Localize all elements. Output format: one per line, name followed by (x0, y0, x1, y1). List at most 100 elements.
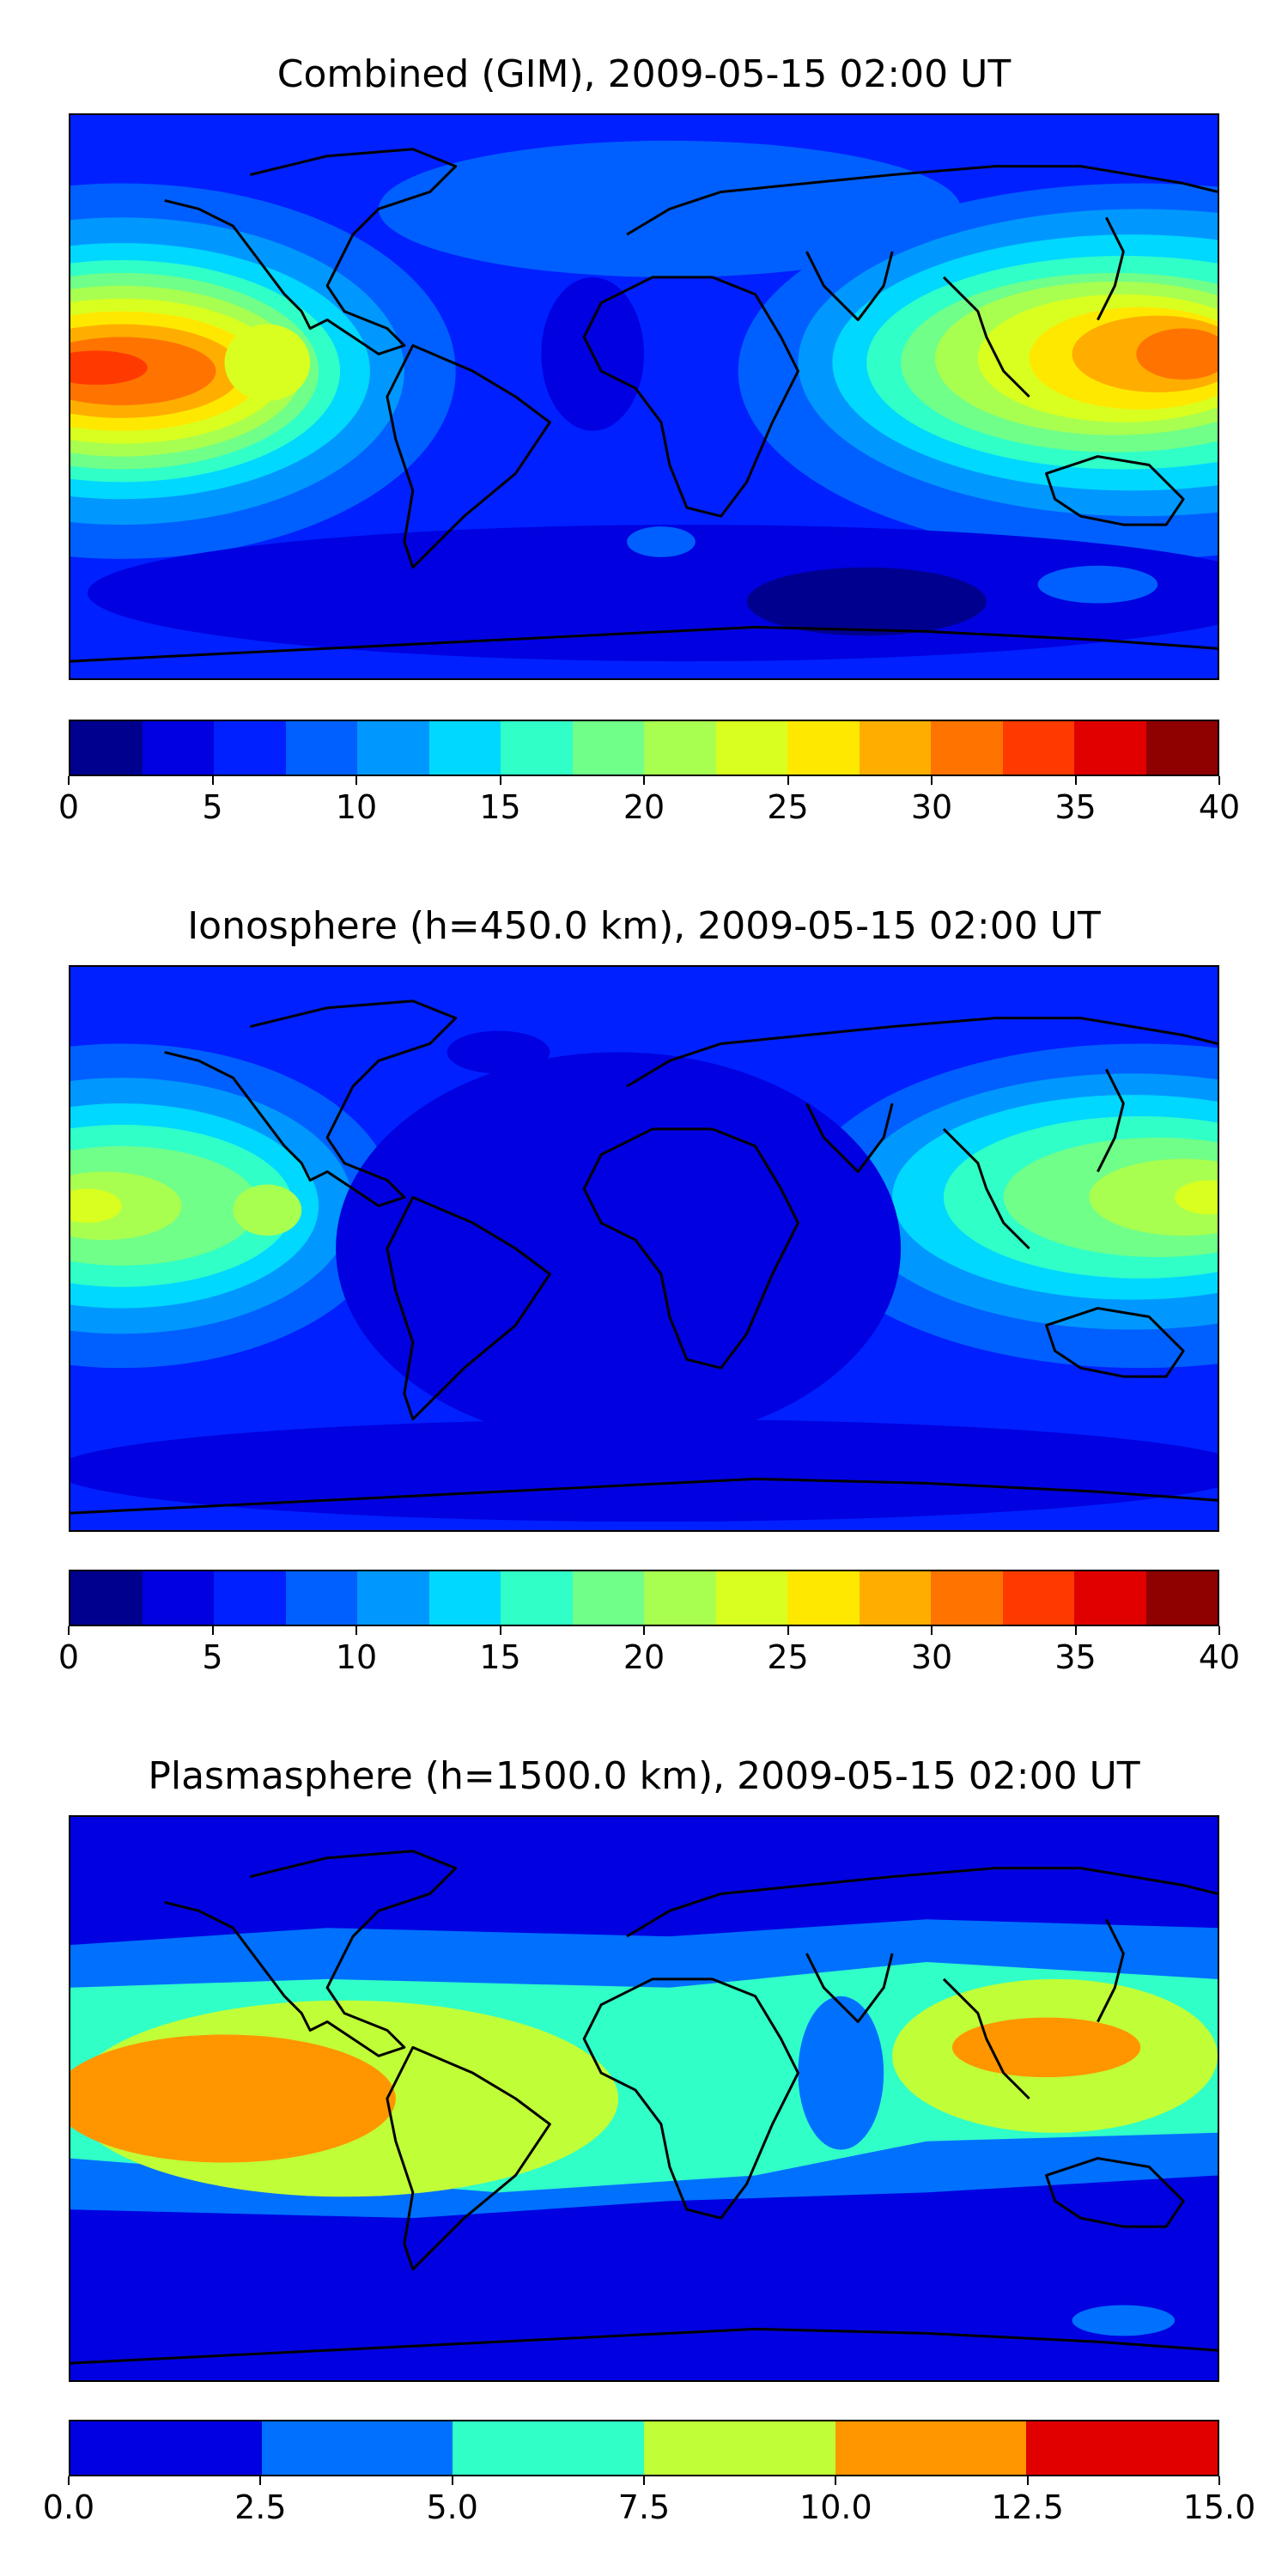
colorbar-tick-mark (1218, 776, 1220, 785)
panel-title-combined: Combined (GIM), 2009-05-15 02:00 UT (276, 52, 1012, 96)
colorbar-tick-label: 20 (623, 1638, 665, 1676)
colorbar-tick-mark (643, 776, 645, 785)
colorbar-tick-label: 7.5 (617, 2488, 671, 2526)
colorbar-segment (644, 1571, 716, 1625)
colorbar-segment (261, 2421, 453, 2475)
map-combined (69, 113, 1219, 680)
colorbar-tick-label: 25 (767, 788, 809, 826)
colorbar-tick-mark (68, 1626, 70, 1635)
colorbar-tick-mark (1026, 2476, 1029, 2485)
colorbar-segment (859, 721, 931, 775)
colorbar-tick-label: 40 (1198, 1638, 1241, 1676)
colorbar-segment (572, 1571, 644, 1625)
colorbar-tick-mark (499, 776, 501, 785)
colorbar-ticks-combined: 0 5 10 15 20 25 30 35 40 (58, 776, 1240, 828)
colorbar-tick-mark (835, 2476, 837, 2485)
colorbar-tick-label: 0 (58, 1638, 80, 1676)
colorbar-segment (644, 2421, 835, 2475)
colorbar-segment (453, 2421, 645, 2475)
colorbar-tick-mark (355, 776, 357, 785)
colorbar-segment (70, 1571, 143, 1625)
map-ionosphere (69, 965, 1219, 1532)
colorbar-segment (501, 721, 573, 775)
colorbar-segment (1145, 1571, 1218, 1625)
colorbar-combined (69, 720, 1219, 776)
colorbar-segment (715, 1571, 787, 1625)
colorbar-segment (1002, 721, 1074, 775)
colorbar-tick-mark (259, 2476, 262, 2485)
colorbar-segment (501, 1571, 573, 1625)
contour-fills-combined (70, 140, 1218, 662)
colorbar-segment (835, 2421, 1027, 2475)
colorbar-segment (214, 1571, 286, 1625)
colorbar-tick-label: 30 (910, 788, 953, 826)
colorbar-segment (357, 721, 429, 775)
colorbar-segment (142, 721, 214, 775)
colorbar-tick-label: 10 (335, 788, 378, 826)
panel-title-plasmasphere: Plasmasphere (h=1500.0 km), 2009-05-15 0… (148, 1754, 1140, 1798)
colorbar-tick-label: 12.5 (991, 2488, 1064, 2526)
contour-fills-ionosphere (70, 1030, 1218, 1522)
colorbar-tick-label: 15 (479, 788, 521, 826)
colorbar-tick-mark (787, 776, 789, 785)
colorbar-tick-label: 0 (58, 788, 80, 826)
colorbar-tick-label: 5 (202, 788, 223, 826)
colorbar-segment (859, 1571, 931, 1625)
colorbar-tick-mark (1218, 2476, 1220, 2485)
colorbar-tick-label: 35 (1054, 788, 1097, 826)
colorbar-segment (285, 1571, 357, 1625)
colorbar-tick-mark (787, 1626, 789, 1635)
colorbar-segment (715, 721, 787, 775)
colorbar-tick-label: 40 (1198, 788, 1241, 826)
colorbar-segment (1026, 2421, 1218, 2475)
colorbar-tick-mark (643, 1626, 645, 1635)
map-plasmasphere (69, 1815, 1219, 2382)
colorbar-tick-label: 5.0 (426, 2488, 478, 2526)
colorbar-segment (357, 1571, 429, 1625)
colorbar-segment (428, 1571, 501, 1625)
colorbar-ticks-plasmasphere: 0.0 2.5 5.0 7.5 10.0 12.5 15.0 (43, 2476, 1255, 2528)
coastlines-ionosphere (70, 999, 1218, 1515)
colorbar-ticks-ionosphere: 0 5 10 15 20 25 30 35 40 (58, 1626, 1240, 1678)
colorbar-tick-label: 10 (335, 1638, 378, 1676)
colorbar-tick-mark (1218, 1626, 1220, 1635)
colorbar-segment (70, 721, 143, 775)
coastlines-plasmasphere (70, 1850, 1218, 2365)
colorbar-segment (572, 721, 644, 775)
colorbar-tick-mark (499, 1626, 501, 1635)
colorbar-tick-label: 0.0 (42, 2488, 95, 2526)
colorbar-tick-label: 15 (479, 1638, 521, 1676)
colorbar-tick-label: 20 (623, 788, 665, 826)
colorbar-tick-mark (1074, 776, 1077, 785)
colorbar-tick-mark (643, 2476, 645, 2485)
colorbar-segment (1002, 1571, 1074, 1625)
colorbar-tick-mark (68, 776, 70, 785)
colorbar-plasmasphere (69, 2420, 1219, 2476)
colorbar-segment (1074, 1571, 1146, 1625)
colorbar-segment (1145, 721, 1218, 775)
colorbar-tick-mark (68, 2476, 70, 2485)
colorbar-ionosphere (69, 1570, 1219, 1626)
colorbar-tick-mark (211, 1626, 214, 1635)
colorbar-tick-label: 15.0 (1182, 2488, 1256, 2526)
colorbar-segment (428, 721, 501, 775)
colorbar-tick-label: 35 (1054, 1638, 1097, 1676)
colorbar-segment (142, 1571, 214, 1625)
colorbar-tick-mark (931, 776, 933, 785)
colorbar-segment (285, 721, 357, 775)
colorbar-tick-mark (931, 1626, 933, 1635)
colorbar-segment (787, 1571, 860, 1625)
coastlines-combined (70, 148, 1218, 663)
colorbar-segment (644, 721, 716, 775)
colorbar-tick-mark (211, 776, 214, 785)
colorbar-tick-mark (355, 1626, 357, 1635)
colorbar-segment (931, 721, 1003, 775)
colorbar-segment (787, 721, 860, 775)
colorbar-segment (1074, 721, 1146, 775)
colorbar-segment (931, 1571, 1003, 1625)
colorbar-tick-mark (1074, 1626, 1077, 1635)
colorbar-segment (70, 2421, 262, 2475)
colorbar-tick-label: 30 (910, 1638, 953, 1676)
colorbar-tick-label: 25 (767, 1638, 809, 1676)
panel-title-ionosphere: Ionosphere (h=450.0 km), 2009-05-15 02:0… (187, 904, 1101, 948)
